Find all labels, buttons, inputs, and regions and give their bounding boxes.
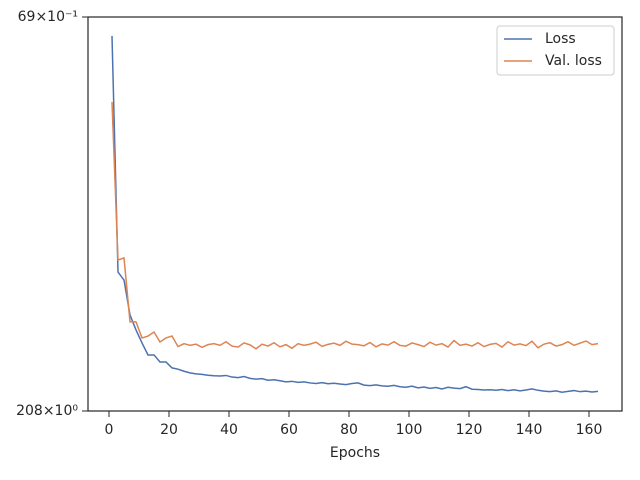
line-series: [111, 101, 599, 350]
legend-label: Val. loss: [545, 53, 602, 69]
y-tick-label: 69×10⁻¹: [18, 9, 78, 25]
x-axis-label: Epochs: [330, 445, 380, 461]
legend-label: Loss: [545, 31, 576, 47]
x-tick-label: 160: [576, 422, 603, 438]
x-tick-label: 80: [340, 422, 358, 438]
x-tick-label: 140: [516, 422, 543, 438]
x-tick-label: 120: [456, 422, 483, 438]
x-tick-label: 20: [160, 422, 178, 438]
x-tick-label: 60: [280, 422, 298, 438]
axes-frame: [87, 16, 623, 412]
x-tick-label: 100: [396, 422, 423, 438]
x-tick-label: 40: [220, 422, 238, 438]
line-series: [111, 35, 599, 393]
y-tick-label: 208×10⁰: [16, 403, 78, 419]
x-tick-label: 0: [105, 422, 114, 438]
